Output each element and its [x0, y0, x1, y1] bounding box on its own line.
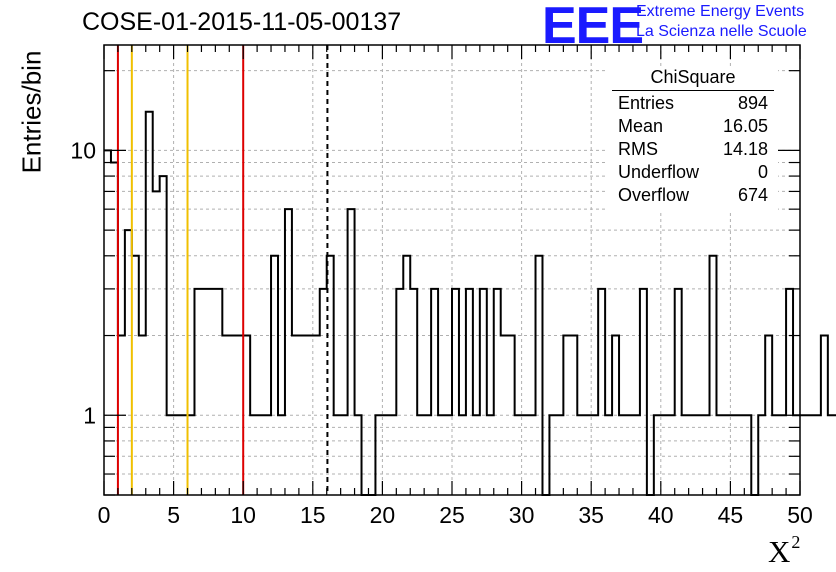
y-axis-label: Entries/bin	[16, 50, 47, 174]
x-tick-label: 45	[718, 502, 744, 528]
x-tick-label: 50	[787, 502, 813, 528]
x-tick-label: 5	[167, 502, 180, 528]
x-tick-label: 15	[300, 502, 326, 528]
y-tick-label: 10	[70, 137, 96, 163]
stats-key: Entries	[618, 93, 675, 113]
stats-key: Mean	[618, 116, 664, 136]
chart-title: COSE-01-2015-11-05-00137	[82, 8, 402, 36]
x-axis-label: X2	[768, 532, 800, 570]
x-tick-label: 10	[230, 502, 256, 528]
stats-key: RMS	[618, 139, 658, 159]
eee-logo-mark: EEE	[542, 0, 644, 55]
x-tick-label: 20	[370, 502, 396, 528]
histogram-outline	[104, 110, 836, 496]
stats-key: Underflow	[618, 162, 700, 182]
stats-value: 894	[737, 93, 768, 113]
stats-box: ChiSquare Entries 894 Mean 16.05 RMS 14.…	[608, 66, 778, 212]
stats-value: 0	[757, 162, 768, 182]
stats-row-overflow: Overflow 674	[618, 185, 768, 207]
stats-value: 14.18	[722, 139, 768, 159]
stats-value: 16.05	[722, 116, 768, 136]
x-axis-label-base: X	[768, 534, 791, 569]
stats-value: 674	[737, 185, 768, 205]
x-tick-label: 0	[98, 502, 111, 528]
x-tick-label: 40	[648, 502, 674, 528]
x-tick-label: 30	[509, 502, 535, 528]
stats-title-underline	[612, 90, 774, 91]
x-tick-label: 25	[439, 502, 465, 528]
x-tick-label: 35	[578, 502, 604, 528]
x-axis-label-superscript: 2	[791, 532, 801, 552]
stats-key: Overflow	[618, 185, 690, 205]
y-tick-label: 1	[83, 402, 96, 428]
stats-title: ChiSquare	[650, 67, 736, 87]
logo-line-1: Extreme Energy Events	[636, 3, 805, 20]
stats-row-rms: RMS 14.18	[618, 139, 768, 161]
stats-row-underflow: Underflow 0	[618, 162, 768, 184]
stats-row-entries: Entries 894	[618, 93, 768, 115]
logo-line-2: La Scienza nelle Scuole	[636, 23, 807, 40]
stats-row-mean: Mean 16.05	[618, 116, 768, 138]
